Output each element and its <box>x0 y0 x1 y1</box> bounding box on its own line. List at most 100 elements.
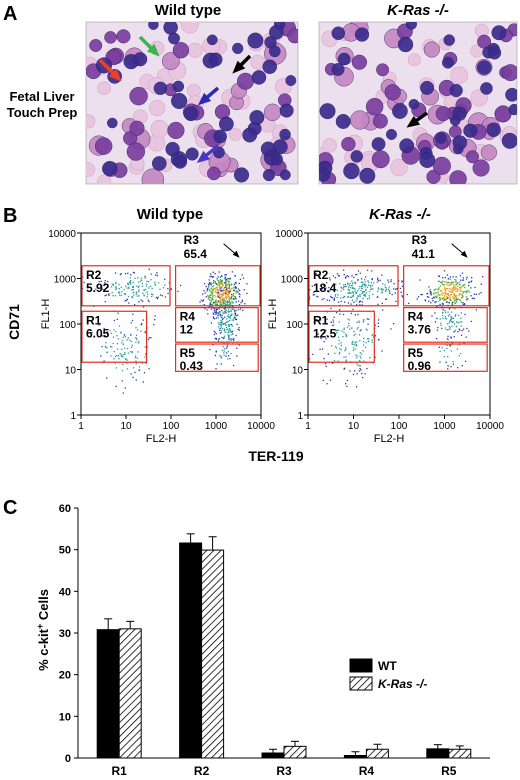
event-dot <box>450 315 452 318</box>
event-dot <box>218 313 220 315</box>
event-dot <box>131 295 133 298</box>
event-dot <box>434 312 436 314</box>
nucleated-cell <box>397 36 414 53</box>
event-dot <box>142 381 145 383</box>
event-dot <box>435 296 437 298</box>
event-dot <box>458 355 460 357</box>
nucleated-cell <box>141 168 165 184</box>
event-dot <box>449 320 451 322</box>
y-tick-label: 1000 <box>54 275 77 286</box>
event-dot <box>459 275 462 277</box>
event-dot <box>447 338 449 341</box>
event-dot <box>219 285 221 287</box>
bar-wt <box>343 755 367 759</box>
event-dot <box>453 294 455 296</box>
event-dot <box>443 356 445 358</box>
event-dot <box>381 274 383 276</box>
event-dot <box>431 315 433 317</box>
nucleated-cell <box>491 25 507 41</box>
event-dot <box>465 336 467 338</box>
event-dot <box>209 299 211 301</box>
event-dot <box>222 294 224 297</box>
event-dot <box>220 330 222 332</box>
event-dot <box>358 365 360 367</box>
event-dot <box>228 325 231 327</box>
event-dot <box>438 294 440 296</box>
event-dot <box>465 292 467 294</box>
event-dot <box>233 296 236 298</box>
flow-ylabel: CD71 <box>6 304 22 340</box>
event-dot <box>241 299 243 302</box>
event-dot <box>225 355 227 357</box>
event-dot <box>390 280 392 283</box>
event-dot <box>225 288 227 291</box>
event-dot <box>351 341 353 344</box>
event-dot <box>144 332 146 334</box>
event-dot <box>360 281 363 283</box>
event-dot <box>450 317 452 319</box>
event-dot <box>131 289 133 291</box>
event-dot <box>117 338 119 340</box>
event-dot <box>363 290 366 293</box>
event-dot <box>206 295 209 297</box>
event-dot <box>125 357 127 360</box>
event-dot <box>344 284 347 286</box>
event-dot <box>132 313 134 315</box>
event-dot <box>443 285 446 287</box>
event-dot <box>330 321 332 323</box>
event-dot <box>435 337 438 340</box>
event-dot <box>381 292 383 294</box>
event-dot <box>226 288 228 291</box>
event-dot <box>161 295 163 297</box>
event-dot <box>141 285 143 287</box>
event-dot <box>456 294 458 296</box>
event-dot <box>351 343 353 345</box>
event-dot <box>124 352 126 354</box>
event-dot <box>381 289 383 291</box>
event-dot <box>232 319 235 321</box>
event-dot <box>212 296 214 298</box>
event-dot <box>377 338 380 341</box>
nucleated-cell <box>343 162 360 180</box>
event-dot <box>224 307 226 310</box>
red-blood-cell <box>86 114 96 129</box>
event-dot <box>227 331 229 333</box>
event-dot <box>221 279 223 282</box>
event-dot <box>240 301 242 304</box>
event-dot <box>473 293 476 295</box>
event-dot <box>219 329 221 331</box>
event-dot <box>362 291 365 293</box>
event-dot <box>217 293 219 295</box>
event-dot <box>389 292 391 294</box>
event-dot <box>223 311 225 313</box>
event-dot <box>433 297 435 299</box>
event-dot <box>221 336 223 339</box>
event-dot <box>217 290 219 292</box>
event-dot <box>347 296 350 298</box>
inner-xlabel: FL2-H <box>374 433 405 445</box>
event-dot <box>87 285 89 288</box>
event-dot <box>228 289 230 291</box>
event-dot <box>323 340 325 343</box>
event-dot <box>210 284 212 286</box>
event-dot <box>217 338 219 340</box>
event-dot <box>377 287 379 289</box>
event-dot <box>122 392 125 394</box>
event-dot <box>214 281 217 284</box>
event-dot <box>203 304 205 306</box>
event-dot <box>215 337 217 340</box>
event-dot <box>442 312 444 314</box>
flow-plot-kras: 111010100100100010001000010000FL2-HFL1-H… <box>267 229 504 445</box>
event-dot <box>227 281 230 283</box>
event-dot <box>357 279 359 281</box>
event-dot <box>212 288 214 291</box>
event-dot <box>351 285 353 287</box>
event-dot <box>458 298 460 300</box>
event-dot <box>334 293 337 296</box>
event-dot <box>361 376 364 379</box>
event-dot <box>428 286 430 288</box>
event-dot <box>235 282 237 284</box>
event-dot <box>216 312 218 314</box>
event-dot <box>217 281 220 284</box>
event-dot <box>221 309 223 312</box>
